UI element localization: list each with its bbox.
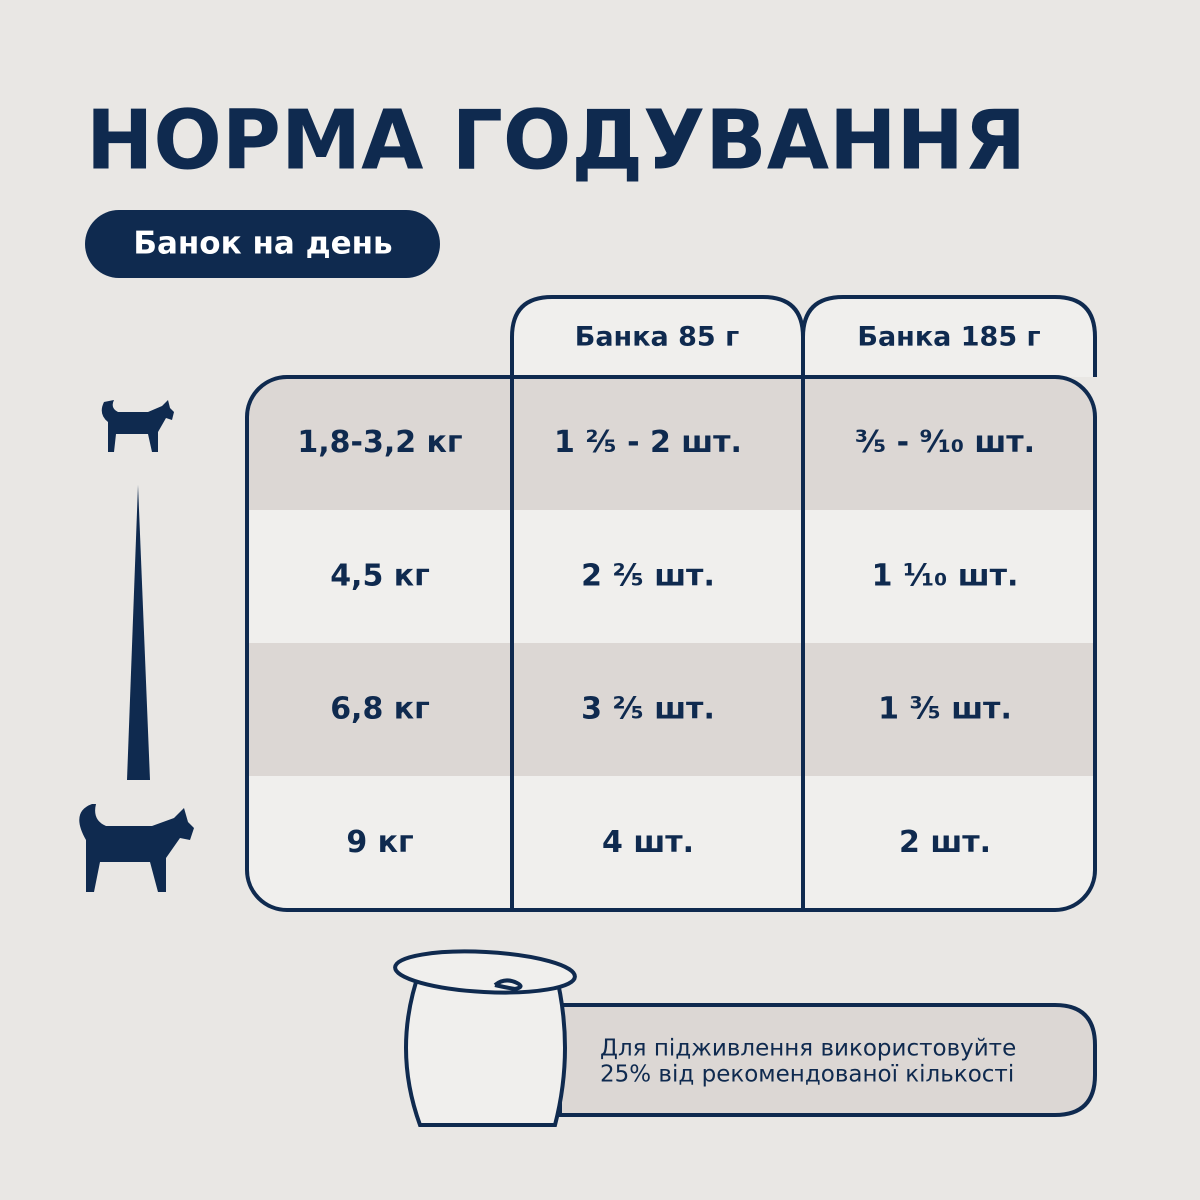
table-border <box>245 375 1097 912</box>
column-header: Банка 85 г <box>575 322 739 353</box>
header-cell <box>801 295 1097 377</box>
amount-cell: 2 ²⁄₅ шт. <box>581 558 715 593</box>
size-wedge <box>127 485 150 780</box>
table-body <box>247 377 1095 910</box>
note-line: Для підживлення використовуйте <box>600 1036 1016 1062</box>
cat-small-icon <box>101 400 174 452</box>
weight-cell: 6,8 кг <box>330 692 430 727</box>
title: НОРМА ГОДУВАННЯ <box>86 93 1026 188</box>
amount-cell: ³⁄₅ - ⁹⁄₁₀ шт. <box>855 425 1035 460</box>
note-box <box>558 1003 1097 1117</box>
amount-cell: 3 ²⁄₅ шт. <box>581 692 715 727</box>
weight-cell: 9 кг <box>346 825 413 860</box>
column-header: Банка 185 г <box>857 322 1040 353</box>
row-bg <box>247 510 1095 643</box>
row-bg <box>247 377 1095 510</box>
row-bg <box>247 643 1095 776</box>
can-icon <box>404 968 567 1127</box>
amount-cell: 1 ³⁄₅ шт. <box>878 692 1012 727</box>
weight-cell: 4,5 кг <box>330 558 430 593</box>
header-cell <box>510 295 805 377</box>
cells: 1,8-3,2 кг 1 ²⁄₅ - 2 шт. ³⁄₅ - ⁹⁄₁₀ шт. 4,5… <box>297 425 1035 860</box>
note-line: 25% від рекомендованої кількості <box>600 1062 1014 1088</box>
amount-cell: 4 шт. <box>602 825 694 860</box>
can-tab <box>493 978 523 992</box>
badge <box>85 210 440 278</box>
amount-cell: 1 ²⁄₅ - 2 шт. <box>554 425 742 460</box>
cat-large-icon <box>79 804 194 892</box>
can-lid <box>393 949 577 995</box>
badge-text: Банок на день <box>133 226 392 262</box>
weight-cell: 1,8-3,2 кг <box>297 425 462 460</box>
amount-cell: 2 шт. <box>899 825 991 860</box>
row-bg <box>247 776 1095 910</box>
amount-cell: 1 ¹⁄₁₀ шт. <box>872 558 1019 593</box>
